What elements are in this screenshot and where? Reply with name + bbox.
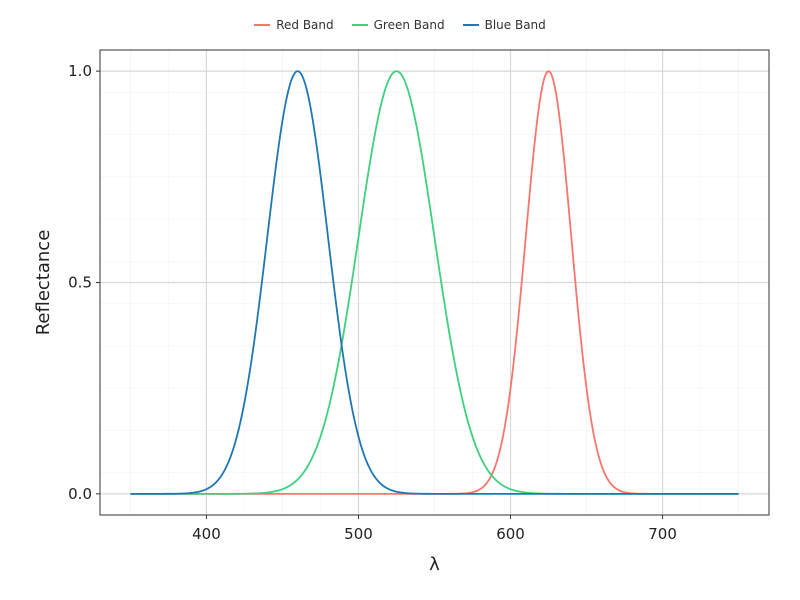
x-tick-label: 500 [344, 525, 373, 543]
legend-label: Green Band [373, 18, 445, 32]
x-tick-label: 400 [192, 525, 221, 543]
y-tick-label: 0.5 [68, 274, 92, 292]
legend-item: Green Band [351, 18, 445, 32]
legend-label: Red Band [276, 18, 334, 32]
series-line-blue-band [130, 70, 739, 495]
y-tick-label: 1.0 [68, 62, 92, 80]
y-tick-label: 0.0 [68, 485, 92, 503]
legend-item: Blue Band [462, 18, 546, 32]
x-tick-label: 700 [648, 525, 677, 543]
legend: Red Band Green Band Blue Band [0, 18, 800, 32]
legend-swatch [254, 24, 271, 26]
y-axis-title: Reflectance [33, 230, 54, 336]
legend-swatch [351, 24, 368, 26]
x-tick-label: 600 [496, 525, 525, 543]
legend-swatch [462, 24, 479, 26]
legend-item: Red Band [254, 18, 334, 32]
legend-label: Blue Band [484, 18, 546, 32]
x-axis-title: λ [429, 554, 440, 575]
